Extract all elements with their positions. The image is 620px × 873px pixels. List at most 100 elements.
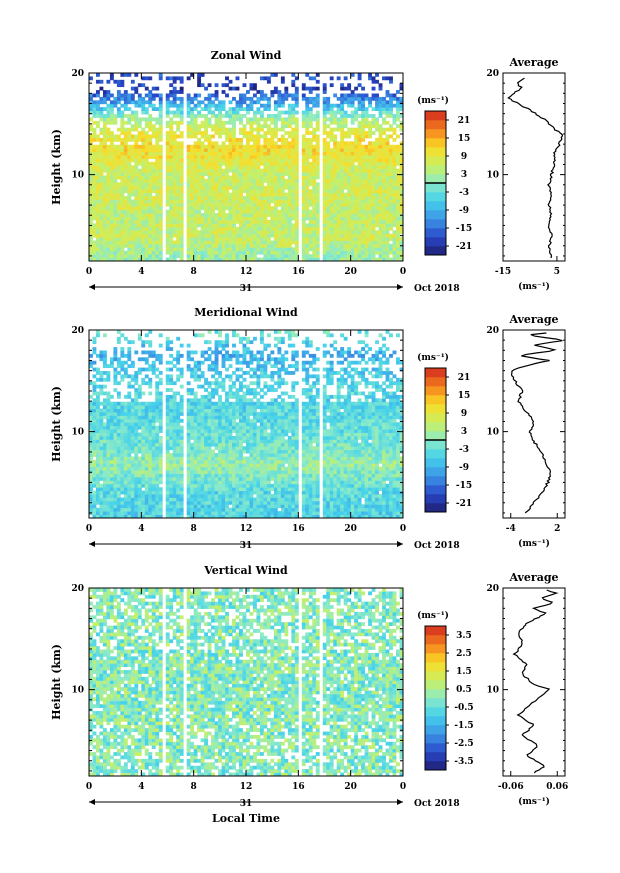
heatmap-cell — [284, 257, 289, 262]
heatmap-cell — [368, 223, 372, 228]
heatmap-cell — [312, 168, 317, 173]
heatmap-cell — [190, 172, 195, 176]
heatmap-cell — [211, 103, 215, 108]
heatmap-cell — [155, 192, 160, 197]
heatmap-cell — [252, 137, 257, 142]
heatmap-cell — [315, 192, 320, 197]
heatmap-cell — [270, 192, 275, 197]
heatmap-cell — [102, 206, 107, 211]
heatmap-cell — [277, 172, 282, 176]
heatmap-cell — [340, 103, 345, 108]
heatmap-cell — [95, 432, 100, 437]
heatmap-cell — [305, 182, 310, 187]
heatmap-cell — [270, 148, 275, 153]
heatmap-cell — [130, 466, 135, 471]
heatmap-cell — [102, 141, 107, 146]
heatmap-cell — [242, 124, 247, 129]
heatmap-cell — [92, 490, 97, 495]
heatmap-cell — [155, 182, 160, 187]
heatmap-cell — [120, 500, 125, 505]
heatmap-cell — [144, 134, 149, 139]
heatmap-cell — [333, 158, 338, 163]
heatmap-cell — [305, 100, 310, 105]
heatmap-cell — [165, 247, 170, 252]
heatmap-cell — [340, 237, 345, 241]
heatmap-cell — [172, 243, 177, 248]
heatmap-cell — [155, 117, 160, 122]
heatmap-cell — [340, 131, 345, 135]
heatmap-cell — [277, 202, 282, 207]
heatmap-cell — [144, 216, 149, 221]
heatmap-cell — [197, 250, 202, 255]
heatmap-cell — [99, 226, 104, 231]
heatmap-cell — [294, 110, 299, 115]
heatmap-cell — [350, 192, 355, 197]
heatmap-cell — [102, 148, 107, 153]
heatmap-cell — [186, 144, 191, 149]
heatmap-cell — [109, 114, 114, 118]
heatmap-cell — [113, 250, 118, 255]
heatmap-cell — [148, 151, 153, 156]
heatmap-cell — [239, 202, 243, 207]
heatmap-cell — [329, 175, 334, 180]
heatmap-cell — [263, 226, 268, 231]
heatmap-cell — [385, 219, 390, 224]
heatmap-cell — [308, 107, 313, 111]
heatmap-cell — [284, 240, 289, 245]
heatmap-cell — [239, 144, 243, 149]
heatmap-cell — [294, 216, 299, 221]
heatmap-cell — [322, 243, 327, 248]
heatmap-cell — [350, 100, 355, 105]
heatmap-cell — [385, 103, 390, 108]
heatmap-cell — [382, 172, 386, 176]
colorbar-swatch — [425, 147, 446, 157]
heatmap-cell — [155, 165, 160, 170]
heatmap-cell — [169, 233, 174, 238]
heatmap-cell — [130, 202, 135, 207]
heatmap-cell — [232, 247, 236, 252]
heatmap-cell — [354, 219, 359, 224]
heatmap-cell — [354, 213, 359, 217]
heatmap-cell — [106, 134, 111, 139]
heatmap-cell — [120, 483, 125, 488]
heatmap-cell — [127, 199, 132, 204]
heatmap-cell — [315, 117, 320, 122]
heatmap-cell — [109, 178, 114, 183]
heatmap-cell — [102, 100, 107, 105]
heatmap-cell — [89, 76, 93, 81]
heatmap-cell — [113, 196, 118, 200]
heatmap-cell — [120, 425, 125, 430]
heatmap-cell — [165, 151, 170, 156]
heatmap-cell — [116, 439, 121, 444]
heatmap-cell — [89, 405, 93, 410]
heatmap-cell — [190, 117, 195, 122]
heatmap-cell — [102, 199, 107, 204]
heatmap-cell — [190, 168, 195, 173]
heatmap-cell — [144, 172, 149, 176]
heatmap-cell — [204, 199, 209, 204]
heatmap-cell — [263, 178, 268, 183]
heatmap-cell — [89, 429, 93, 433]
heatmap-cell — [312, 76, 317, 81]
heatmap-cell — [225, 216, 229, 221]
heatmap-cell — [109, 442, 114, 447]
heatmap-cell — [186, 124, 191, 129]
heatmap-cell — [357, 213, 362, 217]
heatmap-cell — [200, 107, 205, 111]
heatmap-cell — [109, 500, 114, 505]
heatmap-cell — [326, 226, 331, 231]
heatmap-cell — [127, 161, 132, 166]
heatmap-cell — [113, 480, 118, 485]
heatmap-cell — [399, 168, 404, 173]
heatmap-cell — [148, 202, 153, 207]
heatmap-cell — [252, 223, 257, 228]
heatmap-cell — [235, 178, 240, 183]
heatmap-cell — [172, 172, 177, 176]
heatmap-cell — [186, 199, 191, 204]
heatmap-cell — [179, 79, 184, 84]
heatmap-cell — [95, 114, 100, 118]
heatmap-cell — [329, 120, 334, 125]
heatmap-cell — [312, 103, 317, 108]
heatmap-cell — [249, 226, 254, 231]
heatmap-cell — [151, 185, 156, 190]
